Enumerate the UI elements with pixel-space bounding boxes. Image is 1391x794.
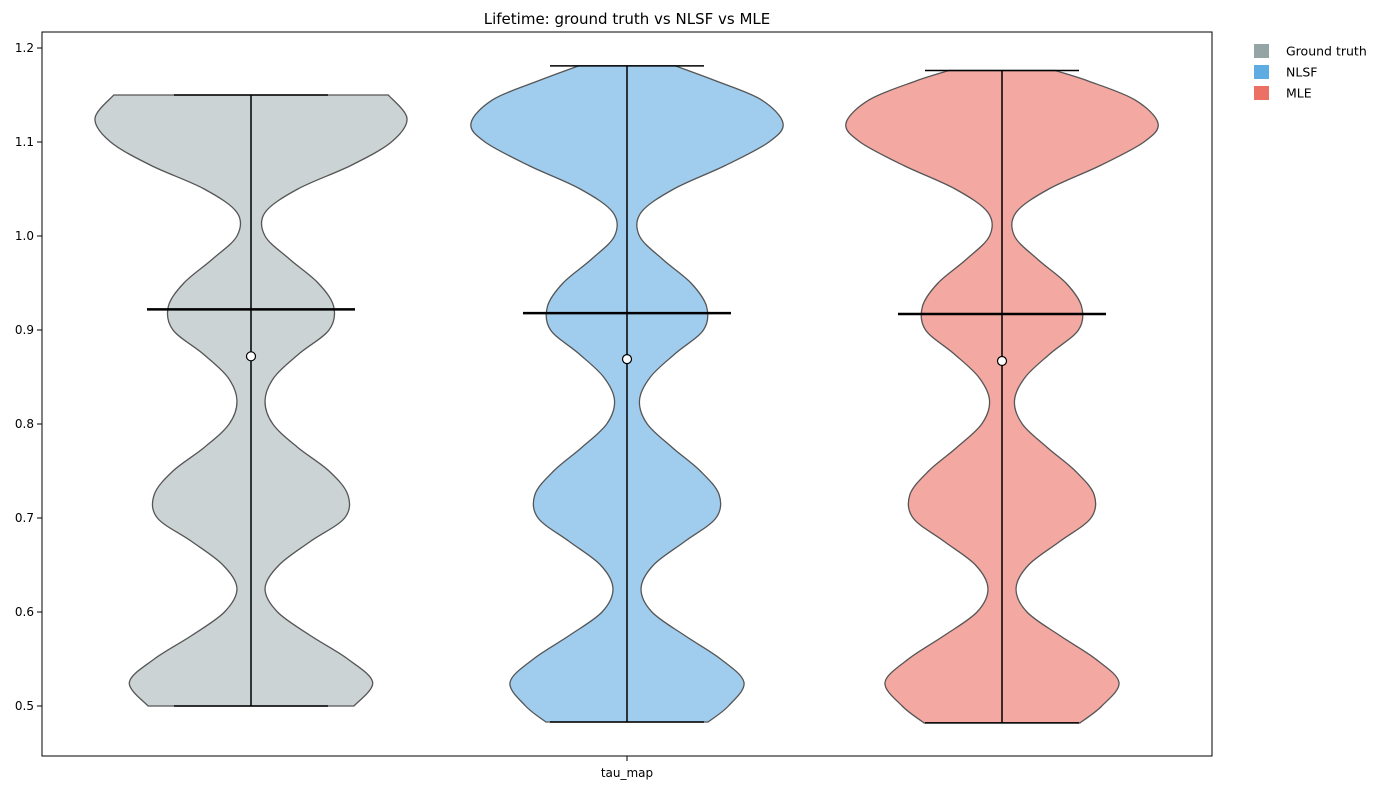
x-tick-label: tau_map bbox=[601, 766, 653, 780]
legend-swatch bbox=[1254, 86, 1269, 100]
legend-label: NLSF bbox=[1286, 65, 1317, 80]
y-tick-label: 1.0 bbox=[15, 229, 34, 243]
legend-swatch bbox=[1254, 65, 1269, 79]
y-tick-label: 1.2 bbox=[15, 41, 34, 55]
median-point-mle bbox=[996, 355, 1008, 367]
y-tick-label: 0.8 bbox=[15, 417, 34, 431]
stats-layer bbox=[147, 65, 1106, 724]
median-point-nlsf bbox=[621, 354, 633, 365]
legend-swatch bbox=[1254, 44, 1269, 58]
legend: Ground truth NLSF MLE bbox=[1254, 44, 1367, 101]
y-tick-label: 0.5 bbox=[15, 699, 34, 713]
y-axis: 0.5 0.6 0.7 0.8 0.9 1.0 1.1 1.2 bbox=[15, 41, 42, 713]
legend-label: Ground truth bbox=[1286, 44, 1367, 59]
y-tick-label: 0.6 bbox=[15, 605, 34, 619]
legend-label: MLE bbox=[1286, 86, 1312, 101]
y-tick-label: 0.7 bbox=[15, 511, 34, 525]
y-tick-label: 1.1 bbox=[15, 135, 34, 149]
median-point-ground-truth bbox=[245, 351, 257, 362]
chart-title: Lifetime: ground truth vs NLSF vs MLE bbox=[484, 10, 771, 28]
x-axis: tau_map bbox=[601, 756, 653, 780]
y-tick-label: 0.9 bbox=[15, 323, 34, 337]
